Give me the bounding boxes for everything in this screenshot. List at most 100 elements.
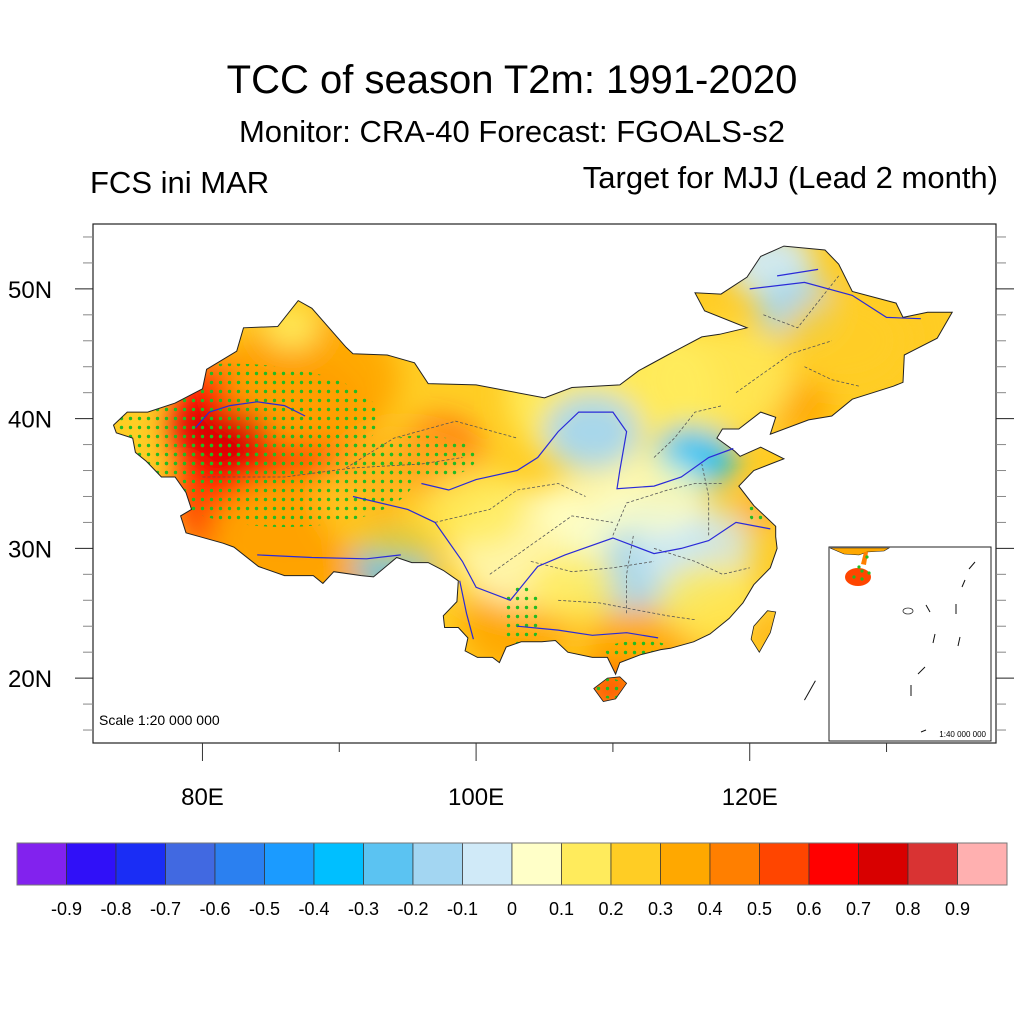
colorbar-label: -0.6 bbox=[199, 899, 230, 919]
colorbar-label: 0.6 bbox=[796, 899, 821, 919]
lon-tick-label: 100E bbox=[448, 784, 504, 811]
province-border bbox=[626, 535, 634, 614]
lon-tick-label: 120E bbox=[722, 784, 778, 811]
lat-tick-label: 40N bbox=[8, 407, 52, 434]
inset-stipple bbox=[867, 571, 871, 575]
river bbox=[517, 625, 659, 639]
field-blob-5 bbox=[650, 324, 794, 435]
river bbox=[749, 281, 921, 320]
init-label: FCS ini MAR bbox=[90, 165, 270, 200]
inset-nine-dash-segment bbox=[968, 561, 976, 570]
colorbar-swatch bbox=[610, 842, 661, 886]
colorbar-swatch bbox=[561, 842, 612, 886]
colorbar-swatch bbox=[511, 842, 562, 886]
significance-stipple-5 bbox=[596, 678, 625, 699]
colorbar-label: 0 bbox=[507, 899, 517, 919]
colorbar-swatch bbox=[214, 842, 265, 886]
inset-nine-dash-segment bbox=[957, 636, 961, 647]
significance-stipple-3 bbox=[501, 585, 542, 646]
taiwan-border bbox=[750, 610, 777, 653]
province-border bbox=[735, 340, 832, 394]
field-blob-6 bbox=[780, 290, 911, 391]
inset-stipple bbox=[857, 565, 861, 569]
inset-stipple bbox=[860, 577, 864, 581]
colorbar-swatch bbox=[759, 842, 810, 886]
province-border bbox=[653, 405, 723, 458]
field-blob-2 bbox=[424, 469, 529, 550]
colorbar-label: 0.5 bbox=[747, 899, 772, 919]
lat-tick-label: 50N bbox=[8, 277, 52, 304]
river bbox=[459, 580, 474, 640]
colorbar-swatch bbox=[858, 842, 909, 886]
province-border bbox=[612, 483, 723, 536]
colorbar-label: -0.9 bbox=[51, 899, 82, 919]
colorbar-label: -0.7 bbox=[150, 899, 181, 919]
china-border bbox=[112, 245, 954, 676]
map-axes: 80E 100E 120E 50N 40N 30N 20N Scale 1:20 000 00… bbox=[8, 223, 1014, 811]
lat-tick-label: 20N bbox=[8, 666, 52, 693]
inset-hainan bbox=[845, 568, 871, 586]
plot-frame-border bbox=[92, 223, 997, 744]
lon-tick-label: 80E bbox=[181, 784, 224, 811]
inset-island bbox=[902, 607, 914, 615]
chart-subtitle: Monitor: CRA-40 Forecast: FGOALS-s2 bbox=[238, 114, 786, 149]
colorbar-swatch bbox=[808, 842, 859, 886]
province-border bbox=[804, 366, 860, 387]
colorbar-swatch bbox=[660, 842, 711, 886]
inset-nine-dash-segment bbox=[961, 579, 966, 588]
colorbar-swatch bbox=[412, 842, 463, 886]
nine-dash-line-segment bbox=[804, 680, 816, 701]
colorbar-swatch bbox=[165, 842, 216, 886]
province-border bbox=[558, 599, 696, 621]
colorbar-swatch bbox=[907, 842, 958, 886]
colorbar-swatch bbox=[462, 842, 513, 886]
colorbar-label: 0.1 bbox=[549, 899, 574, 919]
colorbar-label: -0.8 bbox=[100, 899, 131, 919]
colorbar-swatch bbox=[313, 842, 364, 886]
province-border bbox=[701, 463, 710, 536]
inset-stipple bbox=[852, 575, 856, 579]
inset-nine-dash-segment bbox=[920, 729, 927, 733]
province-border bbox=[202, 457, 463, 478]
colorbar-swatch bbox=[957, 842, 1008, 886]
colorbar-label: 0.7 bbox=[846, 899, 871, 919]
colorbar-label: 0.3 bbox=[648, 899, 673, 919]
river bbox=[257, 554, 401, 560]
colorbar-swatch bbox=[115, 842, 166, 886]
colorbar-label: -0.5 bbox=[249, 899, 280, 919]
field-region-loess bbox=[544, 393, 640, 470]
colorbar-swatch bbox=[66, 842, 117, 886]
province-border bbox=[653, 548, 750, 575]
province-border bbox=[530, 561, 655, 573]
colorbar-label: -0.1 bbox=[447, 899, 478, 919]
map-overlays bbox=[112, 245, 954, 728]
river bbox=[777, 268, 819, 277]
colorbar-label: 0.2 bbox=[598, 899, 623, 919]
field-blob-7 bbox=[601, 456, 706, 537]
colorbar-label: -0.4 bbox=[298, 899, 329, 919]
scale-label: Scale 1:20 000 000 bbox=[99, 712, 220, 728]
colorbar-swatch bbox=[264, 842, 315, 886]
significance-stipple-2 bbox=[366, 435, 477, 480]
river bbox=[352, 495, 771, 602]
target-label: Target for MJJ (Lead 2 month) bbox=[582, 160, 998, 195]
province-border bbox=[489, 515, 613, 575]
chart-title: TCC of season T2m: 1991-2020 bbox=[226, 58, 798, 102]
colorbar-label: -0.2 bbox=[397, 899, 428, 919]
province-border bbox=[345, 420, 518, 469]
province-border bbox=[434, 483, 586, 523]
hainan-border bbox=[593, 676, 628, 702]
river bbox=[195, 401, 306, 429]
inset-nine-dash-segment bbox=[917, 666, 926, 675]
colorbar-frame bbox=[16, 842, 1008, 886]
lat-tick-label: 30N bbox=[8, 536, 52, 563]
colorbar: -0.9 -0.8 -0.7 -0.6 -0.5 -0.4 -0.3 -0.2 -0.1 0 0.1… bbox=[16, 842, 1008, 919]
inset-leizhou bbox=[861, 552, 868, 565]
colorbar-label: 0.9 bbox=[945, 899, 970, 919]
colorbar-label: -0.3 bbox=[348, 899, 379, 919]
inset-stipple bbox=[860, 569, 864, 573]
inset-scale-label: 1:40 000 000 bbox=[939, 730, 986, 739]
colorbar-swatch bbox=[16, 842, 67, 886]
inset-nine-dash-segment bbox=[932, 633, 936, 644]
